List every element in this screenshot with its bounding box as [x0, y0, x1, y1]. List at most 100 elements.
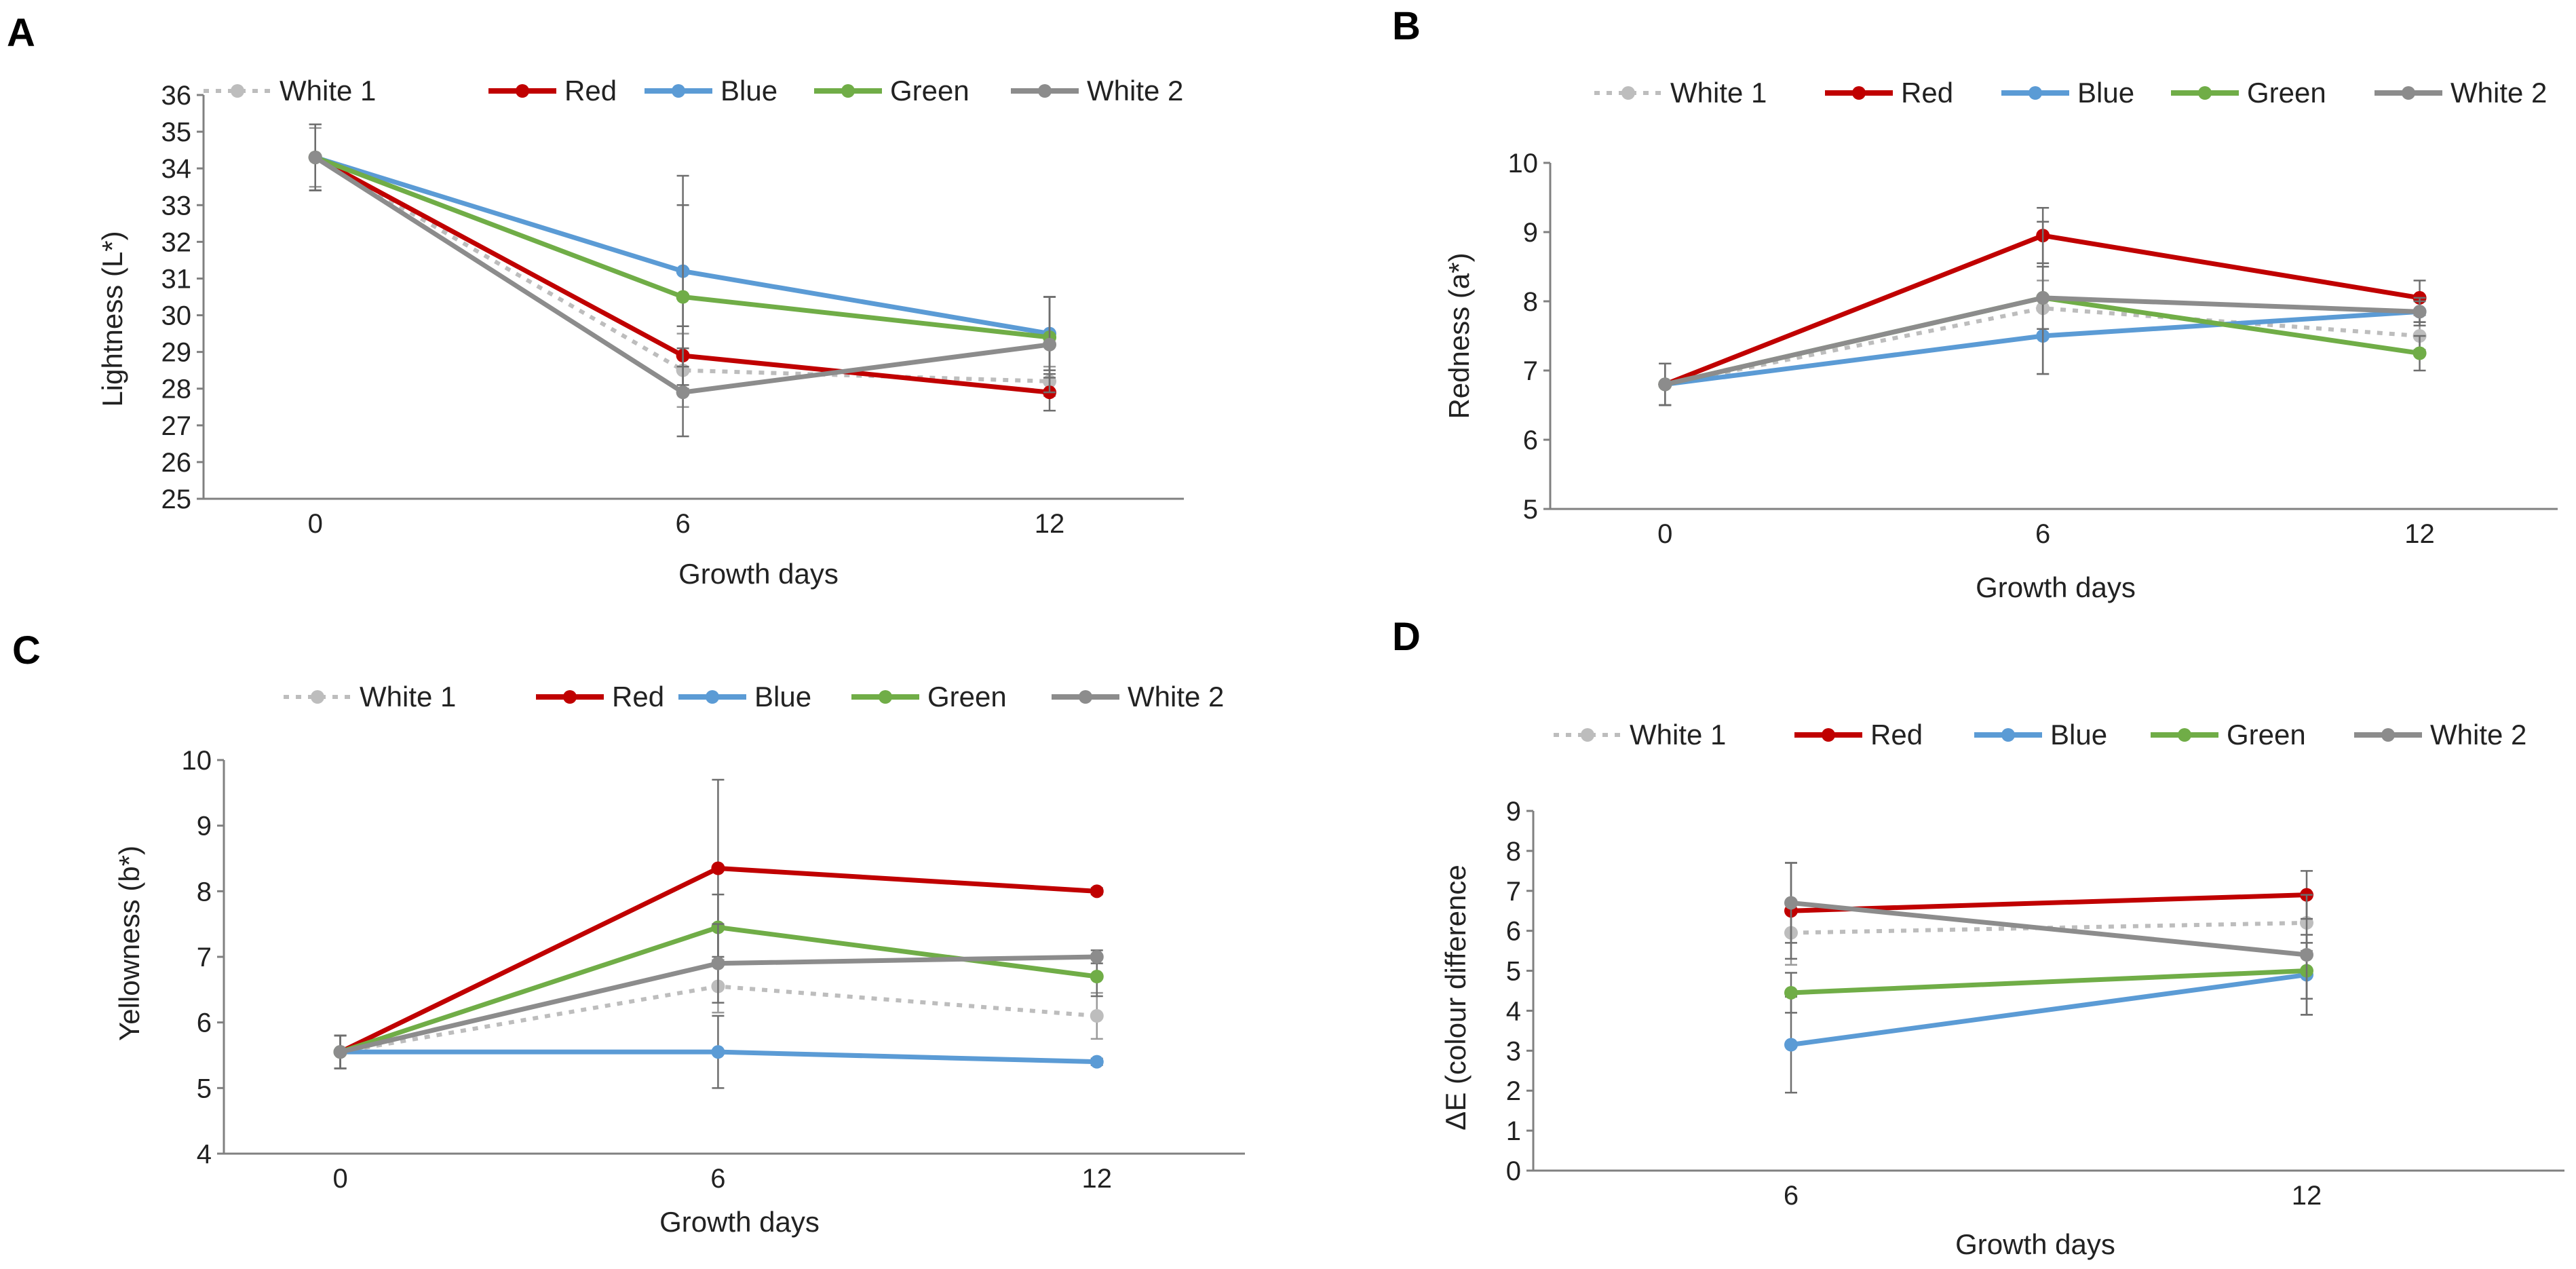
y-tick-label: 28: [161, 375, 192, 404]
legend-marker-blue: [672, 84, 685, 98]
x-tick-label: 6: [2035, 519, 2050, 549]
data-point-white-2: [333, 1045, 347, 1059]
x-tick-label: 12: [2404, 519, 2435, 549]
panel-b-y-axis-title: Redness (a*): [1443, 252, 1475, 419]
panel-b-legend: White 1 Red Blue Green White 2: [1594, 77, 2547, 109]
legend-marker-white-1: [1621, 86, 1635, 100]
y-tick-label: 6: [1523, 425, 1538, 455]
data-point-blue: [1090, 1055, 1104, 1069]
y-tick-label: 34: [161, 154, 192, 184]
y-tick-label: 9: [1506, 797, 1521, 827]
panel-a-y-axis-title: Lightness (L*): [96, 231, 128, 406]
y-tick-label: 6: [197, 1008, 212, 1038]
series-line-white-1: [1664, 306, 2420, 387]
y-tick-label: 5: [1506, 957, 1521, 987]
data-point-white-1: [1090, 1009, 1104, 1023]
y-tick-label: 5: [197, 1074, 212, 1103]
series-red: [333, 778, 1104, 1069]
legend-label-green: Green: [2227, 719, 2306, 751]
x-tick-label: 6: [710, 1164, 725, 1194]
panel-label-b: B: [1392, 4, 1421, 48]
panel-label-c: C: [12, 628, 41, 673]
x-tick-label: 0: [1657, 519, 1672, 549]
panel-d-legend: White 1 Red Blue Green White 2: [1554, 719, 2526, 751]
legend-marker-white-2: [2381, 728, 2395, 742]
panel-c-x-axis-title: Growth days: [659, 1206, 820, 1238]
panel-d-y-axis-title: ΔE (colour difference: [1440, 865, 1472, 1130]
legend-label-white-2: White 2: [2450, 77, 2547, 109]
x-tick-label: 12: [1035, 509, 1065, 539]
legend-marker-green: [2198, 86, 2212, 100]
y-tick-label: 8: [1523, 287, 1538, 317]
panel-d: D White 1 Red Blue Green White 2 01234567896…: [1392, 615, 2564, 1260]
legend-label-blue: Blue: [720, 75, 777, 107]
legend-label-red: Red: [612, 681, 664, 713]
x-tick-label: 6: [675, 509, 690, 539]
legend-marker-green: [879, 690, 892, 704]
y-tick-label: 1: [1506, 1116, 1521, 1146]
legend-label-white-1: White 1: [360, 681, 456, 713]
y-tick-label: 30: [161, 301, 192, 331]
x-tick-label: 6: [1784, 1181, 1799, 1211]
y-tick-label: 10: [1508, 149, 1539, 178]
data-point-white-2: [676, 385, 690, 400]
series-white-2: [308, 124, 1057, 438]
legend-marker-red: [516, 84, 529, 98]
data-point-white-2: [2412, 305, 2427, 319]
data-point-blue: [1784, 1038, 1798, 1052]
series-line-red: [1790, 892, 2307, 913]
series-blue: [1784, 934, 2313, 1094]
panel-d-x-axis-title: Growth days: [1955, 1228, 2115, 1260]
data-point-white-2: [2036, 290, 2050, 305]
series-white-2: [333, 923, 1104, 1069]
data-point-blue: [711, 1045, 725, 1059]
legend-marker-white-2: [1079, 690, 1092, 704]
x-tick-label: 0: [308, 509, 323, 539]
panel-c-legend: White 1 Red Blue Green White 2: [284, 681, 1224, 713]
y-tick-label: 9: [1523, 218, 1538, 248]
legend-marker-blue: [2029, 86, 2042, 100]
y-tick-label: 10: [182, 746, 212, 776]
y-tick-label: 25: [161, 485, 192, 514]
legend-label-white-1: White 1: [1630, 719, 1726, 751]
panel-a-legend: White 1 Red Blue Green White 2: [204, 75, 1183, 107]
panel-label-d: D: [1392, 615, 1421, 659]
legend-marker-blue: [706, 690, 719, 704]
y-tick-label: 29: [161, 338, 192, 368]
data-point-white-2: [2300, 948, 2313, 962]
panel-label-a: A: [7, 11, 35, 55]
y-tick-label: 6: [1506, 917, 1521, 947]
legend-label-red: Red: [1901, 77, 1953, 109]
y-tick-label: 8: [1506, 837, 1521, 867]
y-tick-label: 4: [1506, 996, 1521, 1026]
legend-marker-blue: [2001, 728, 2015, 742]
series-green: [1784, 942, 2313, 1014]
legend-label-white-1: White 1: [280, 75, 376, 107]
legend-marker-white-1: [231, 84, 244, 98]
data-point-green: [2412, 346, 2427, 360]
series-white-2: [1784, 862, 2313, 1016]
y-tick-label: 31: [161, 264, 192, 294]
data-point-white-2: [711, 956, 725, 970]
legend-marker-green: [2178, 728, 2191, 742]
legend-marker-red: [1822, 728, 1835, 742]
y-tick-label: 7: [1506, 877, 1521, 907]
panel-c-plot: 4 5 6 7 8 9 10 0 6 12: [182, 746, 1245, 1194]
data-point-white-2: [1043, 337, 1057, 352]
y-tick-label: 32: [161, 227, 192, 257]
data-point-red: [1090, 884, 1104, 898]
y-tick-label: 33: [161, 191, 192, 221]
legend-label-green: Green: [890, 75, 969, 107]
series-line-white-2: [1790, 900, 2307, 958]
panel-a-plot: 25 26 27 28 29 30 31 32 33 34 35 36 0 6 12: [161, 81, 1184, 539]
legend-label-blue: Blue: [2077, 77, 2134, 109]
legend-marker-red: [1852, 86, 1866, 100]
legend-label-green: Green: [927, 681, 1007, 713]
y-tick-label: 35: [161, 117, 192, 147]
x-tick-label: 12: [1082, 1164, 1113, 1194]
y-tick-label: 7: [197, 943, 212, 972]
y-tick-label: 36: [161, 81, 192, 111]
legend-marker-white-2: [2402, 86, 2415, 100]
